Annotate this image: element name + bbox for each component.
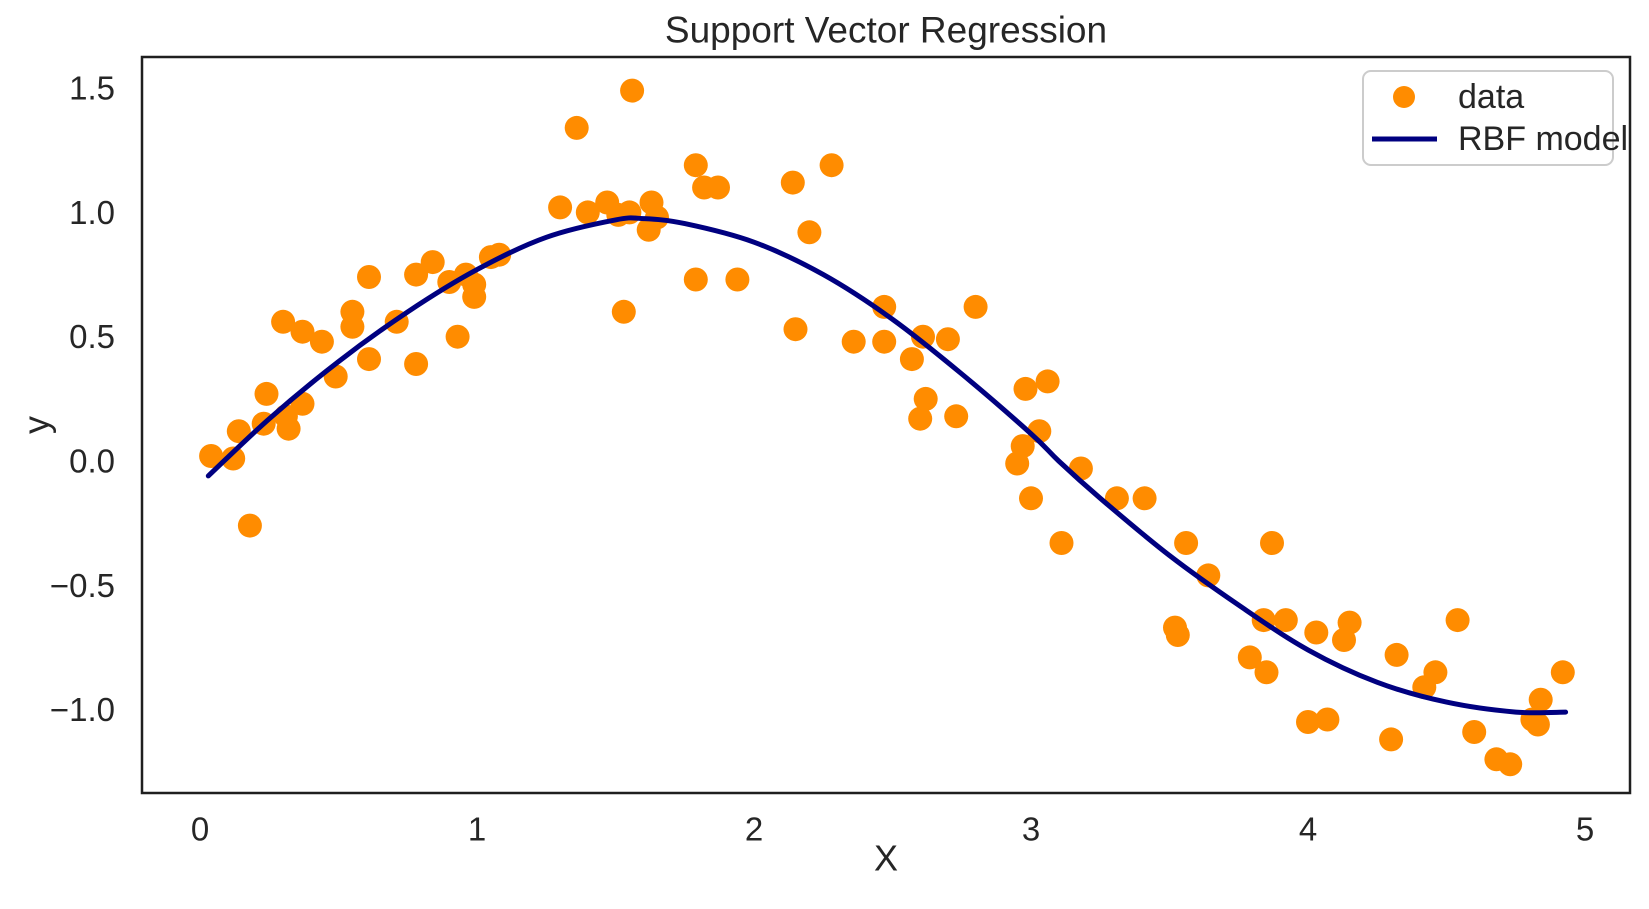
y-axis-ticks: −1.0 −0.5 0.0 0.5 1.0 1.5 — [50, 70, 115, 728]
data-point — [404, 262, 429, 287]
data-point — [872, 294, 897, 319]
x-axis-ticks: 0 1 2 3 4 5 — [191, 811, 1594, 848]
data-point — [908, 406, 933, 431]
x-tick-label: 5 — [1576, 811, 1594, 848]
y-axis-label: y — [16, 416, 57, 434]
data-point — [797, 220, 822, 245]
data-point — [1462, 720, 1487, 744]
data-point — [683, 153, 708, 178]
data-point — [575, 200, 600, 225]
x-tick-label: 3 — [1022, 811, 1040, 848]
data-point — [357, 265, 381, 289]
data-point — [237, 513, 262, 538]
data-point — [725, 267, 750, 292]
data-point — [1132, 486, 1157, 511]
data-point — [1165, 623, 1190, 647]
data-point — [221, 446, 246, 471]
data-point — [683, 267, 708, 292]
x-tick-label: 0 — [191, 811, 209, 848]
data-point — [420, 250, 445, 275]
x-tick-label: 1 — [468, 811, 486, 848]
x-tick-label: 2 — [745, 811, 763, 848]
data-point — [841, 329, 866, 354]
data-point — [1423, 660, 1448, 685]
data-point — [1013, 376, 1038, 401]
x-axis-label: X — [874, 838, 898, 879]
data-point — [1304, 620, 1329, 645]
data-point — [271, 309, 296, 334]
chart-title: Support Vector Regression — [665, 10, 1107, 51]
data-point — [1049, 531, 1074, 555]
data-point — [1260, 531, 1284, 555]
data-point — [1550, 660, 1575, 685]
data-point — [819, 153, 844, 178]
data-point — [226, 419, 251, 444]
data-point — [1019, 486, 1043, 511]
data-point — [340, 314, 365, 339]
data-point — [706, 175, 730, 200]
x-tick-label: 4 — [1299, 811, 1317, 848]
data-point — [1445, 608, 1470, 633]
y-tick-label: 1.5 — [69, 70, 115, 107]
data-point — [199, 444, 224, 468]
data-point — [290, 319, 315, 344]
y-tick-label: −0.5 — [50, 567, 115, 604]
y-tick-label: 0.5 — [69, 318, 115, 355]
data-point — [1273, 608, 1298, 633]
data-point — [1498, 752, 1523, 777]
data-point — [564, 115, 589, 140]
data-point — [913, 386, 938, 411]
data-point — [276, 416, 301, 441]
data-point — [1010, 434, 1035, 459]
data-point — [935, 327, 960, 352]
legend-label-rbf-model: RBF model — [1458, 120, 1628, 158]
data-point — [357, 347, 381, 372]
y-tick-label: −1.0 — [50, 691, 115, 728]
data-point — [1296, 710, 1320, 734]
data-point — [445, 324, 470, 349]
data-point — [1254, 660, 1279, 685]
data-point — [1525, 712, 1550, 737]
data-point — [404, 352, 429, 376]
data-point — [1379, 727, 1404, 752]
legend-data-marker-icon — [1393, 86, 1415, 108]
legend: data RBF model — [1362, 70, 1628, 166]
rbf-model-curve — [205, 215, 1569, 716]
legend-label-data: data — [1458, 78, 1524, 116]
data-point — [1528, 687, 1553, 712]
data-point — [783, 317, 808, 342]
data-point — [548, 195, 573, 220]
y-tick-label: 1.0 — [69, 194, 115, 231]
data-point — [911, 324, 935, 349]
data-point — [1315, 707, 1340, 732]
data-point — [944, 404, 969, 429]
data-point — [872, 329, 897, 354]
data-point — [963, 294, 988, 319]
data-point — [1337, 610, 1362, 635]
data-point — [1035, 369, 1060, 394]
data-point — [309, 329, 334, 354]
data-point — [1237, 645, 1262, 670]
data-point — [899, 347, 924, 372]
data-point — [462, 284, 487, 309]
data-point — [254, 381, 279, 406]
data-point — [1174, 531, 1199, 555]
data-point — [620, 78, 645, 103]
y-tick-label: 0.0 — [69, 443, 115, 480]
data-point — [780, 170, 805, 195]
plot-frame — [140, 55, 1632, 795]
data-point — [1384, 642, 1409, 667]
data-point — [611, 299, 636, 324]
